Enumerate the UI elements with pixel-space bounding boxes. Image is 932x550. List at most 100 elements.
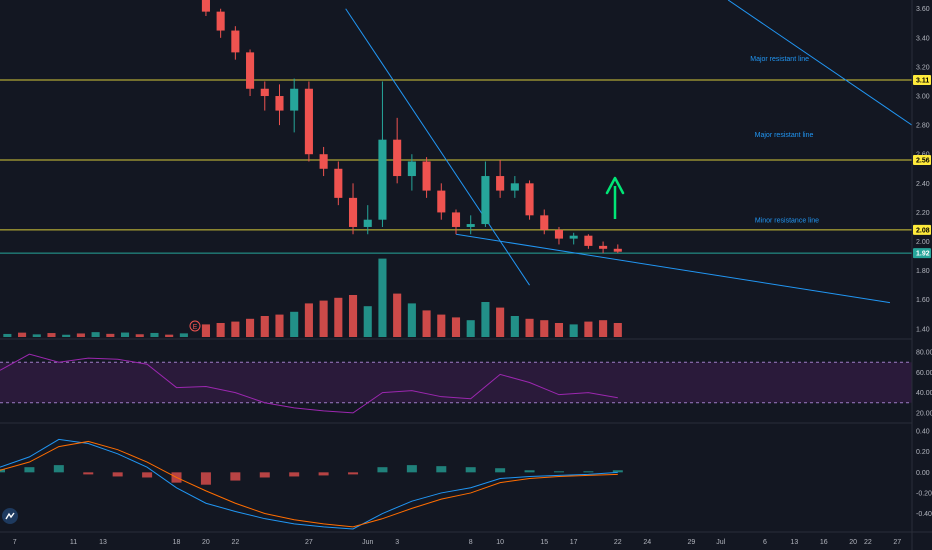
- volume-bar: [554, 323, 564, 337]
- candle-body: [260, 88, 269, 97]
- candle-body: [540, 215, 549, 230]
- volume-bar: [246, 318, 255, 337]
- time-tick-label: 8: [469, 539, 473, 546]
- volume-bar: [32, 334, 41, 337]
- earnings-marker[interactable]: E: [189, 320, 201, 332]
- volume-bar: [363, 306, 372, 337]
- price-tick-label: 1.60: [916, 297, 930, 304]
- time-tick-label: 18: [173, 539, 181, 546]
- macd-histogram-bar: [524, 470, 535, 473]
- candle-body: [216, 11, 225, 31]
- candle-body: [466, 224, 475, 227]
- volume-bar: [510, 316, 519, 337]
- price-pane[interactable]: Major resistant line Major resistant line…: [0, 0, 913, 304]
- volume-bar: [525, 318, 534, 337]
- time-axis[interactable]: 7 11 13 18 20 22 27 Jun 3 8 10 15 17 22 24 29 Jul 6 13 16 20…: [13, 539, 902, 546]
- macd-histogram-bar: [142, 472, 153, 478]
- candle-body: [334, 168, 343, 198]
- price-tag-label: 2.08: [916, 227, 930, 234]
- volume-bar: [304, 303, 313, 337]
- volume-bar: [393, 293, 402, 337]
- volume-bar: [165, 334, 174, 337]
- time-tick-label: 6: [763, 539, 767, 546]
- time-tick-label: 13: [99, 539, 107, 546]
- volume-bar: [91, 332, 100, 337]
- candle-body: [496, 176, 505, 191]
- volume-bar: [62, 334, 71, 337]
- volume-bar: [407, 303, 416, 337]
- price-tick-label: 1.40: [916, 326, 930, 333]
- candle-body: [451, 212, 461, 227]
- volume-bar: [613, 323, 622, 337]
- price-tag: [913, 155, 931, 166]
- rsi-axis[interactable]: 80.00 60.00 40.00 20.00: [916, 350, 932, 418]
- macd-tick-label: 0.20: [916, 449, 930, 456]
- candle-body: [304, 88, 313, 155]
- price-tick-label: 2.40: [916, 181, 930, 188]
- macd-histogram-bar: [53, 465, 64, 473]
- rsi-pane[interactable]: [0, 353, 912, 414]
- price-tag-label: 3.11: [916, 78, 929, 85]
- time-tick-label: 22: [231, 539, 239, 546]
- macd-histogram-bar: [583, 471, 594, 473]
- macd-histogram-bar: [289, 472, 300, 477]
- macd-histogram-bar: [495, 468, 506, 473]
- macd-histogram-bar: [465, 467, 476, 473]
- time-tick-label: 20: [849, 539, 857, 546]
- volume-bar: [47, 333, 56, 337]
- time-tick-label: 11: [70, 539, 77, 546]
- macd-pane[interactable]: [0, 438, 623, 530]
- price-tick-label: 2.20: [916, 210, 930, 217]
- time-tick-label: 15: [540, 539, 548, 546]
- time-tick-label: 16: [820, 539, 828, 546]
- volume-bar: [481, 302, 490, 337]
- time-tick-label: 10: [496, 539, 504, 546]
- time-tick-label: 13: [790, 539, 798, 546]
- earnings-marker-letter: E: [193, 324, 198, 331]
- candle-body: [481, 176, 490, 225]
- candle-body: [437, 190, 446, 213]
- volume-bar: [76, 333, 85, 337]
- price-tick-label: 3.60: [916, 6, 930, 13]
- volume-bar: [231, 321, 240, 337]
- price-tick-label: 3.00: [916, 94, 930, 101]
- volume-bar: [260, 316, 269, 337]
- volume-bar: [135, 334, 144, 337]
- time-tick-label: 22: [864, 539, 872, 546]
- price-axis[interactable]: 3.603.403.203.002.802.602.402.202.001.80…: [913, 6, 931, 333]
- volume-bar: [3, 333, 12, 337]
- volume-bar: [422, 310, 431, 337]
- candle-body: [290, 88, 299, 111]
- volume-bar: [275, 314, 284, 337]
- annotation-label: Minor resistance line: [755, 218, 819, 225]
- volume-bar: [150, 332, 159, 337]
- volume-bar: [179, 333, 188, 337]
- price-tick-label: 3.40: [916, 35, 930, 42]
- up-arrow-icon: [605, 176, 625, 219]
- time-tick-label: Jul: [716, 539, 725, 546]
- rsi-tick-label: 80.00: [916, 350, 932, 357]
- macd-tick-label: 0.00: [916, 470, 930, 477]
- macd-histogram-bar: [259, 472, 270, 478]
- rsi-tick-label: 20.00: [916, 410, 932, 417]
- candle-body: [378, 139, 387, 220]
- macd-histogram-bar: [348, 472, 359, 475]
- volume-bar: [348, 295, 358, 337]
- volume-bar: [216, 323, 225, 337]
- trendline: [455, 233, 891, 304]
- volume-bar: [106, 333, 115, 337]
- candle-body: [407, 161, 416, 177]
- annotation-label: Major resistant line: [755, 132, 814, 139]
- macd-histogram-bar: [24, 467, 35, 473]
- time-tick-label: 3: [395, 539, 399, 546]
- candle-body: [569, 235, 578, 239]
- volume-bar: [334, 297, 343, 337]
- tradingview-logo-icon[interactable]: [2, 508, 18, 524]
- volume-bar: [584, 321, 593, 337]
- price-tick-label: 3.20: [916, 64, 930, 71]
- volume-bar: [496, 307, 505, 337]
- annotation-label: Major resistant line: [750, 56, 809, 63]
- macd-tick-label: -0.20: [916, 490, 932, 497]
- macd-axis[interactable]: 0.40 0.20 0.00 -0.20 -0.40: [916, 429, 932, 518]
